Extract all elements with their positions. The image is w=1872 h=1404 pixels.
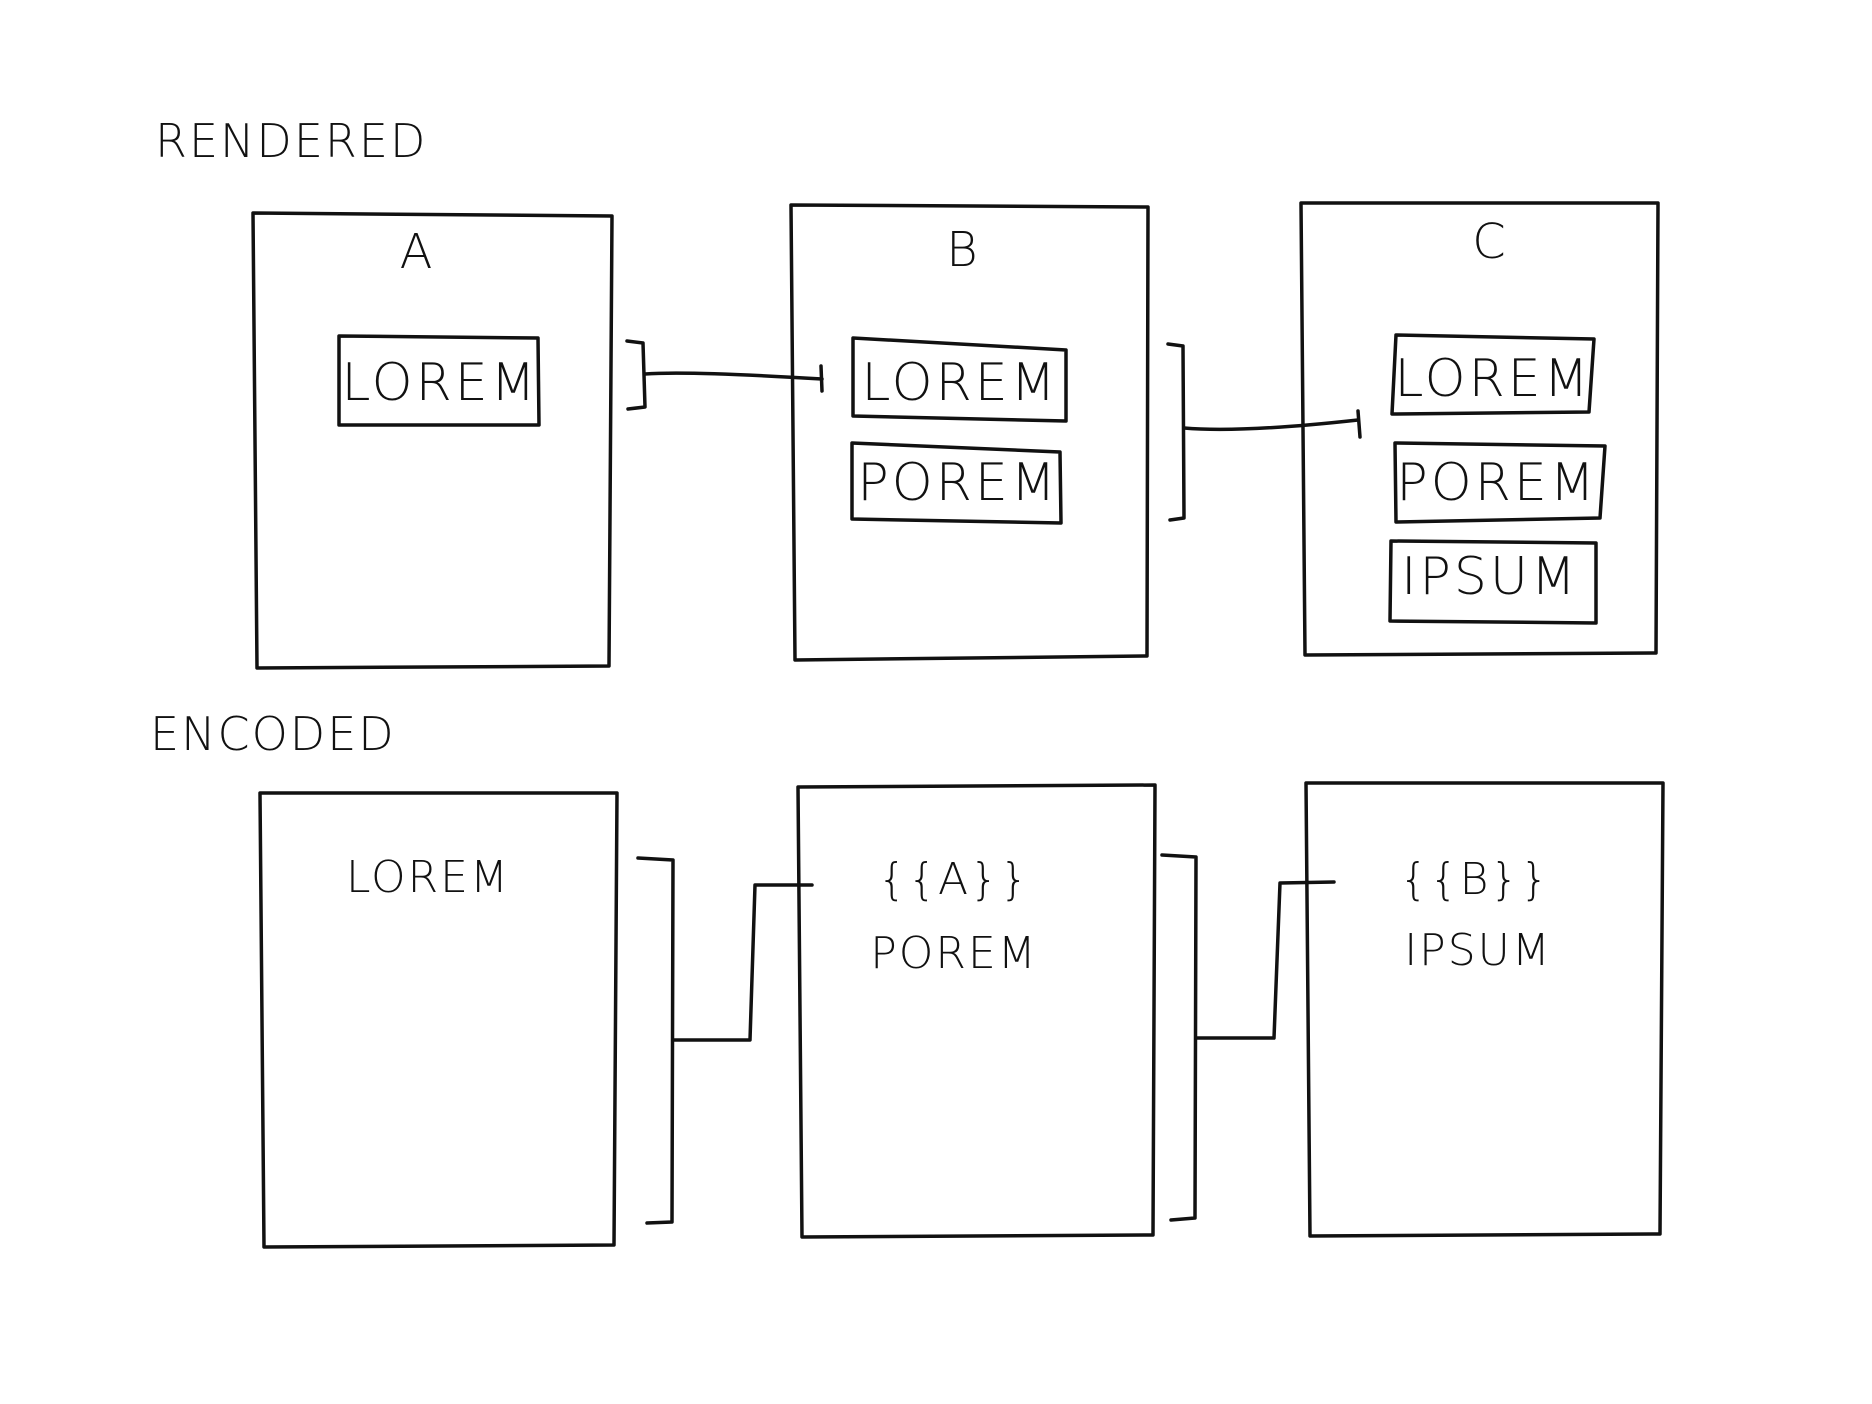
rendered-panel-a-title: A <box>400 224 433 280</box>
encoded-section-label: ENCODED <box>150 707 396 761</box>
connector-tick <box>1356 409 1362 439</box>
rendered-panel-b-title: B <box>946 222 977 278</box>
bracket <box>625 339 647 411</box>
rendered-panel-c-title: C <box>1472 214 1506 270</box>
connector-tick <box>819 364 824 393</box>
rendered-panel-c-chip-2: POREM <box>1393 441 1607 524</box>
chip-label: POREM <box>857 453 1058 513</box>
connector-line <box>671 883 814 1042</box>
rendered-panel-c-chip-3: IPSUM <box>1388 539 1598 625</box>
rendered-panel-c: C LOREM POREM IPSUM <box>1299 201 1660 657</box>
bracket <box>1166 342 1186 522</box>
rendered-panel-b-frame <box>789 203 1150 662</box>
encoded-panel-c: {{B}} IPSUM <box>1304 781 1665 1238</box>
encoded-panel-b-line-2: POREM <box>870 928 1038 979</box>
rendered-panel-a: A LOREM <box>251 211 614 670</box>
encoded-panel-a-frame <box>258 791 619 1249</box>
encoded-panel-c-line-2: IPSUM <box>1404 925 1552 976</box>
rendered-connector-a-to-b <box>625 339 824 411</box>
encoded-connector-b-to-c <box>1160 853 1336 1222</box>
bracket <box>1160 853 1198 1222</box>
rendered-panel-b: B LOREM POREM <box>789 203 1150 662</box>
connector-line <box>643 371 824 381</box>
rendered-panel-a-frame <box>251 211 614 670</box>
rendered-connector-b-to-c <box>1166 342 1362 522</box>
chip-label: LOREM <box>862 353 1059 413</box>
rendered-panel-c-frame <box>1299 201 1660 657</box>
chip-label: POREM <box>1396 453 1597 513</box>
encoded-panel-a-line-1: LOREM <box>346 852 510 903</box>
chip-label: LOREM <box>1395 349 1592 409</box>
chip-label: IPSUM <box>1401 547 1579 607</box>
rendered-panel-c-chip-1: LOREM <box>1390 333 1596 416</box>
chip-label: LOREM <box>342 353 539 413</box>
encoded-panel-b-line-1: {{A}} <box>878 854 1030 905</box>
rendered-section-label: RENDERED <box>155 114 427 168</box>
encoded-panel-c-line-1: {{B}} <box>1400 854 1551 905</box>
encoded-panel-c-frame <box>1304 781 1665 1238</box>
rendered-panel-b-chip-1: LOREM <box>851 336 1068 423</box>
rendered-panel-a-chip-1: LOREM <box>337 334 541 427</box>
encoded-panel-a: LOREM <box>258 791 619 1249</box>
rendered-panel-b-chip-2: POREM <box>850 441 1063 525</box>
connector-line <box>1182 418 1360 432</box>
connector-line <box>1194 880 1336 1040</box>
encoded-panel-b-frame <box>796 783 1157 1239</box>
encoded-connector-a-to-b <box>636 856 814 1225</box>
bracket <box>636 856 675 1225</box>
encoded-panel-b: {{A}} POREM <box>796 783 1157 1239</box>
